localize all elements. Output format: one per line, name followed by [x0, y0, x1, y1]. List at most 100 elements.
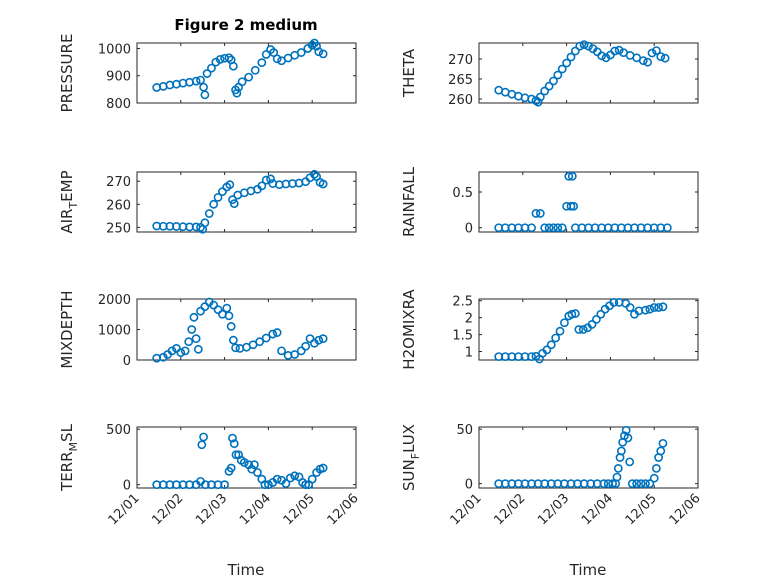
data-point: [544, 223, 554, 233]
data-point: [200, 302, 210, 312]
data-point: [638, 56, 648, 65]
data-point: [623, 433, 633, 443]
data-point: [616, 446, 626, 456]
panel-3: 250 260 270 AIRTEMP: [58, 169, 357, 236]
data-point: [277, 346, 286, 356]
data-point: [555, 326, 565, 336]
panel-1-y-axis-label: PRESSURE: [58, 34, 76, 113]
data-point: [226, 322, 236, 331]
panel-3-y-axis-label: AIRTEMP: [58, 170, 80, 233]
data-point: [211, 57, 221, 67]
data-point: [167, 346, 177, 356]
y-tick-label: 0: [123, 354, 131, 369]
data-point: [196, 222, 205, 232]
data-point: [610, 46, 620, 56]
x-axis-label-left: Time: [227, 561, 265, 579]
panel-2-y-axis-label: THETA: [400, 48, 418, 98]
data-point: [309, 169, 319, 179]
data-point: [649, 473, 659, 483]
panel-7-frame: [136, 426, 357, 489]
data-point: [566, 52, 576, 62]
data-point: [285, 473, 295, 483]
data-point: [544, 81, 554, 91]
panel-8: 0 50 12/01 12/02 12/03 12/04 12/05 12/06 SUNFLUX: [400, 423, 704, 528]
data-point: [566, 201, 576, 211]
panel-2: 260 265 270 THETA: [400, 40, 699, 108]
data-point: [257, 181, 267, 191]
data-point: [587, 320, 597, 329]
y-tick-label: 1.5: [452, 329, 473, 344]
data-point: [643, 57, 653, 67]
y-tick-label: 250: [106, 221, 131, 236]
data-point: [560, 318, 569, 328]
panel-8-y-axis-label: SUNFLUX: [400, 424, 422, 491]
y-tick-label: 2.5: [452, 295, 473, 310]
data-point: [253, 468, 262, 477]
data-point: [220, 480, 229, 490]
data-point: [318, 49, 328, 59]
panel-7: 0 500 12/01 12/02 12/03 12/04 12/05 12/06 TERRMS…: [58, 423, 362, 528]
data-point: [546, 340, 556, 350]
data-point: [549, 76, 558, 86]
data-point: [269, 48, 279, 57]
data-point: [318, 463, 328, 473]
data-point: [318, 334, 328, 344]
data-point: [569, 201, 579, 211]
data-point: [641, 479, 650, 489]
data-point: [196, 306, 205, 316]
x-tick-label: 12/06: [325, 491, 362, 528]
y-tick-label: 1: [465, 346, 473, 361]
data-point: [658, 302, 668, 312]
data-point: [239, 458, 249, 467]
data-point: [553, 70, 563, 80]
data-point: [654, 303, 663, 312]
data-point: [314, 335, 324, 345]
data-point: [224, 311, 234, 321]
data-point: [660, 53, 670, 63]
data-point: [191, 334, 201, 344]
x-tick-label: 12/02: [491, 491, 528, 528]
x-tick-label: 12/01: [448, 491, 485, 528]
data-point: [567, 309, 577, 319]
data-point: [651, 463, 661, 473]
data-point: [281, 479, 291, 488]
data-point: [551, 333, 561, 343]
panel-4-y-axis-label: RAINFALL: [400, 166, 418, 237]
panel-1: 800 900 1000 PRESSURE: [58, 34, 357, 113]
data-point: [225, 180, 235, 190]
data-point: [540, 223, 550, 233]
x-tick-label: 12/05: [281, 491, 318, 528]
data-point: [307, 40, 317, 50]
data-point: [625, 457, 635, 467]
data-point: [215, 54, 225, 64]
data-point: [527, 223, 536, 233]
data-point: [301, 480, 311, 490]
data-point: [318, 179, 328, 189]
data-point: [209, 300, 219, 310]
data-point: [176, 348, 186, 358]
data-point: [260, 480, 270, 490]
x-tick-label: 12/06: [667, 491, 704, 528]
data-point: [314, 47, 324, 57]
data-point: [200, 90, 210, 100]
data-point: [228, 433, 237, 443]
data-point: [570, 46, 580, 56]
data-point: [229, 199, 239, 209]
data-point: [656, 446, 666, 456]
data-point: [261, 175, 271, 185]
panel-4-frame: [478, 171, 699, 233]
data-point: [597, 51, 607, 61]
data-point: [184, 337, 194, 347]
panel-5-y-axis-label: MIXDEPTH: [58, 290, 76, 368]
data-point: [189, 312, 199, 322]
data-point: [213, 305, 223, 315]
data-point: [237, 77, 247, 87]
data-point: [187, 325, 197, 334]
data-point: [608, 479, 617, 489]
x-tick-label: 12/04: [579, 491, 616, 528]
data-point: [596, 309, 606, 319]
y-tick-label: 50: [456, 423, 473, 438]
x-tick-label: 12/04: [237, 491, 274, 528]
data-point: [296, 346, 306, 356]
